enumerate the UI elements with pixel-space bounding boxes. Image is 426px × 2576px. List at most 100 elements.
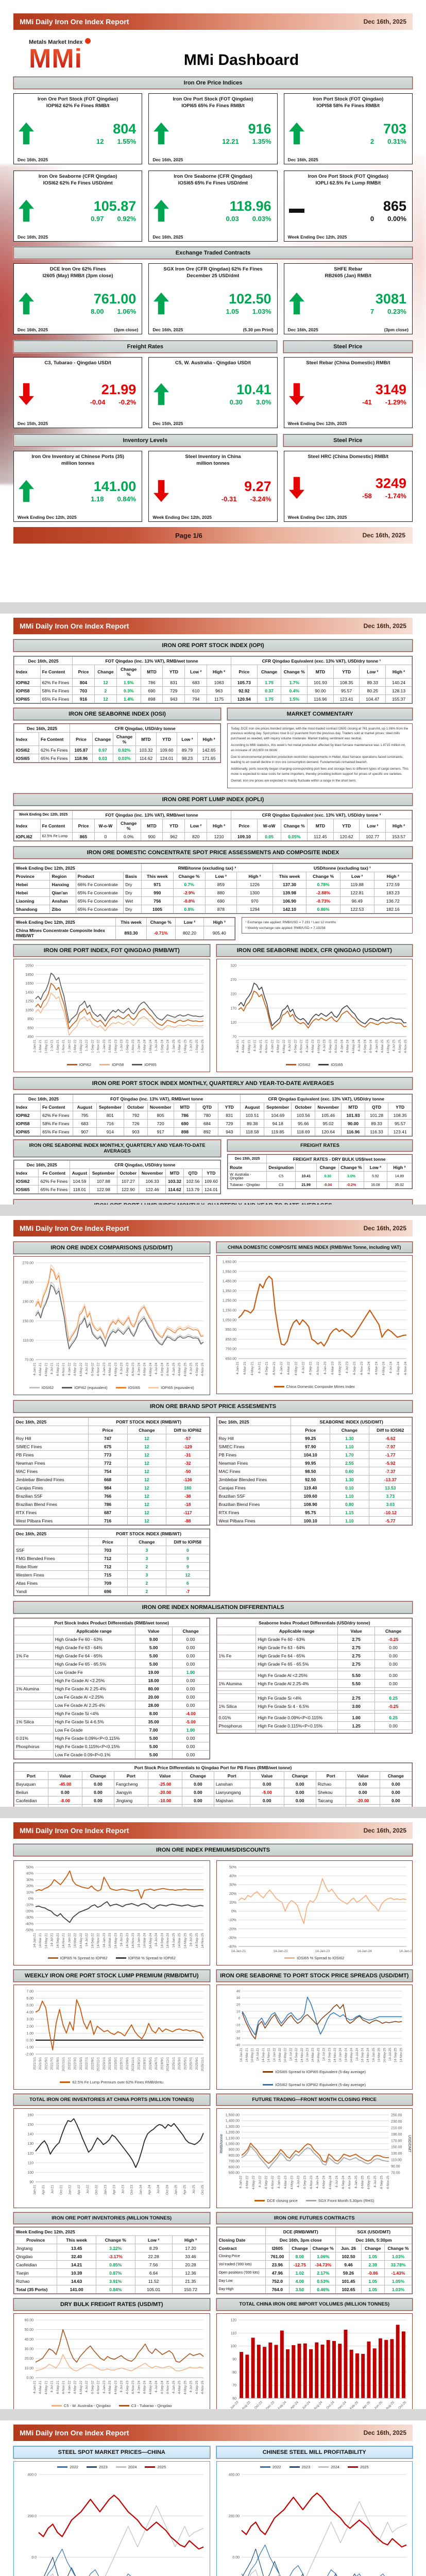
composite-index-table: Week Ending Dec 12th, 2025 This week Chang… bbox=[13, 917, 236, 941]
table-cell bbox=[14, 1692, 54, 1701]
page-title: MMi Dashboard bbox=[183, 52, 299, 69]
svg-text:30.00: 30.00 bbox=[24, 2348, 33, 2351]
freight-rates-table: Dec 15th, 2025 FREIGHT RATES - DRY BULK U… bbox=[227, 1154, 413, 1190]
kpi-title: Iron Ore Inventory at Chinese Ports (35) bbox=[31, 454, 124, 460]
table-cell: Shekou bbox=[315, 1788, 346, 1797]
svg-text:150.00: 150.00 bbox=[391, 2146, 402, 2149]
page-separator bbox=[0, 602, 426, 614]
legend-swatch bbox=[60, 2081, 71, 2083]
svg-text:230.00: 230.00 bbox=[391, 2120, 402, 2124]
svg-text:4-Mar-23: 4-Mar-23 bbox=[331, 1362, 334, 1375]
chart-legend: China Domestic Composite Mines Index bbox=[218, 1383, 412, 1390]
svg-text:4-Mar-22: 4-Mar-22 bbox=[74, 2381, 77, 2394]
table-header-cell: September bbox=[264, 1103, 292, 1112]
kpi-row-1: Iron Ore Port Stock (FOT Qingdao) IOPI62 … bbox=[13, 93, 413, 165]
kpi-title: Steel HRC (China Domestic) RMB/t bbox=[308, 454, 389, 460]
page-3: MMi Daily Iron Ore Index Report Dec 16th… bbox=[0, 1205, 426, 1807]
table-cell: -20.00 bbox=[345, 1796, 380, 1805]
table-cell: 1.10 bbox=[330, 1442, 369, 1451]
kpi-change: 0.30 3.0% bbox=[229, 398, 271, 406]
svg-text:1,650.00: 1,650.00 bbox=[222, 1261, 236, 1264]
table-cell: 0.00 bbox=[47, 1804, 82, 1807]
table-cell: 0.37 bbox=[257, 686, 282, 695]
svg-text:4-Jan-24: 4-Jan-24 bbox=[367, 1362, 371, 1375]
svg-text:4-Mar-23: 4-Mar-23 bbox=[311, 1040, 315, 1053]
table-cell: 180 bbox=[166, 1483, 210, 1492]
svg-text:4-May-25: 4-May-25 bbox=[367, 2176, 370, 2190]
svg-text:4-Nov-24: 4-Nov-24 bbox=[166, 2381, 170, 2394]
svg-text:200.0: 200.0 bbox=[27, 2515, 37, 2518]
svg-text:4-May-24: 4-May-24 bbox=[149, 1363, 152, 1377]
svg-text:1,200.00: 1,200.00 bbox=[225, 2131, 239, 2134]
up-arrow-icon bbox=[154, 292, 169, 315]
table-header-cell: CFR Qingdao Equivalent (exc. 13% VAT), U… bbox=[230, 810, 413, 820]
svg-text:-10%: -10% bbox=[228, 1919, 236, 1922]
table-cell: 2 bbox=[127, 1579, 167, 1587]
table-cell: 1% Fe bbox=[14, 1651, 54, 1660]
table-cell: 90.00 bbox=[307, 686, 334, 695]
kpi-subtitle: IOPLI 62.5% Fe Lump RMB/t bbox=[315, 180, 381, 187]
legend-item: IOPI58 bbox=[99, 1062, 124, 1067]
table-header-cell: Index bbox=[13, 1168, 39, 1178]
svg-text:14-Jan-24: 14-Jan-24 bbox=[357, 1950, 372, 1953]
kpi-direction bbox=[18, 122, 35, 145]
page-separator bbox=[0, 1807, 426, 1818]
svg-text:70.00: 70.00 bbox=[24, 1359, 33, 1362]
kpi-title: C3, Tubarao - Qingdao USD/t bbox=[44, 360, 111, 366]
port-inventories-table: Week Ending Dec 12th, 2025 Province This w… bbox=[13, 2227, 210, 2294]
table-header-cell: MTD bbox=[165, 1168, 184, 1178]
table-header-cell: Change bbox=[81, 1771, 114, 1780]
kpi-date: Dec 16th, 2025 bbox=[152, 157, 183, 163]
svg-text:4-Jul-22: 4-Jul-22 bbox=[288, 1040, 292, 1052]
svg-text:2022/5/1: 2022/5/1 bbox=[79, 2057, 83, 2070]
table-cell: Dec 16th, 2025 bbox=[14, 1417, 89, 1426]
table-header-cell: YTD bbox=[218, 1103, 241, 1112]
svg-text:2.00: 2.00 bbox=[26, 2025, 33, 2028]
kpi-card: Iron Ore Seaborne (CFR Qingdao) IOSI62 62… bbox=[13, 171, 143, 242]
table-header-cell: Low ² bbox=[339, 872, 374, 881]
svg-text:Aug-25: Aug-25 bbox=[385, 2400, 395, 2409]
svg-text:Feb-25: Feb-25 bbox=[349, 2400, 359, 2409]
table-cell: Dec 16th, 2025 bbox=[14, 1529, 89, 1538]
chart-legend: IOSI62 IOPI62 (equivalent) IOSI65 IOPI65 (e… bbox=[15, 1384, 209, 1391]
svg-text:90.00: 90.00 bbox=[391, 2165, 400, 2168]
table-header-cell: MTD bbox=[307, 665, 334, 679]
svg-text:210.00: 210.00 bbox=[391, 2126, 402, 2130]
kpi-date: Week Ending Dec 12th, 2025 bbox=[152, 515, 212, 520]
svg-text:4-Jul-21: 4-Jul-21 bbox=[253, 1040, 257, 1052]
up-arrow-icon bbox=[154, 122, 169, 145]
table-cell bbox=[14, 1750, 54, 1759]
table-cell: 1.00 bbox=[172, 1725, 210, 1734]
table-cell: Week Ending Dec 12th, 2025 bbox=[13, 810, 73, 820]
svg-text:4-Nov-21: 4-Nov-21 bbox=[265, 1040, 268, 1053]
svg-text:2023/11/1: 2023/11/1 bbox=[131, 2057, 135, 2072]
paragraph: Overall, iron ore prices are expected to… bbox=[231, 778, 357, 783]
table-cell: 729 bbox=[162, 686, 185, 695]
down-arrow-icon bbox=[288, 383, 304, 405]
svg-text:1050: 1050 bbox=[25, 1009, 33, 1012]
table-cell: MAC Fines bbox=[14, 1467, 89, 1476]
table-cell: Carajas Fines bbox=[216, 1483, 292, 1492]
table-cell: 805 bbox=[147, 1111, 174, 1120]
table-cell: FMG Blended Fines bbox=[14, 1554, 89, 1563]
table-cell: 7.56 bbox=[134, 2260, 173, 2269]
svg-text:270.00: 270.00 bbox=[23, 1262, 34, 1265]
table-header-cell: Diff to IOPI58 bbox=[166, 1537, 210, 1546]
table-cell: 92.50 bbox=[291, 1475, 331, 1484]
table-header-cell: Change % bbox=[173, 872, 206, 881]
svg-text:4-Jul-21: 4-Jul-21 bbox=[50, 1363, 54, 1375]
svg-text:4-May-24: 4-May-24 bbox=[329, 2176, 332, 2190]
table-header-cell: This week bbox=[57, 2235, 96, 2244]
table-cell: 0.01% bbox=[14, 1734, 54, 1742]
table-header-cell: QTD bbox=[195, 1103, 219, 1112]
table-cell: -5.92 bbox=[368, 1459, 413, 1467]
table-header-cell: MTD bbox=[173, 1103, 196, 1112]
table-cell: 3.0% bbox=[338, 1171, 365, 1182]
svg-text:1-May-21: 1-May-21 bbox=[44, 1040, 48, 1054]
table-cell: 914 bbox=[96, 1127, 125, 1137]
svg-text:4-Jan-23: 4-Jan-23 bbox=[277, 2176, 281, 2189]
table-header-cell: FOT Qingdao (inc. 13% VAT), RMB/wet tonn… bbox=[72, 1094, 241, 1104]
kpi-change: -58 -1.74% bbox=[362, 492, 406, 500]
svg-text:130: 130 bbox=[27, 2142, 33, 2146]
